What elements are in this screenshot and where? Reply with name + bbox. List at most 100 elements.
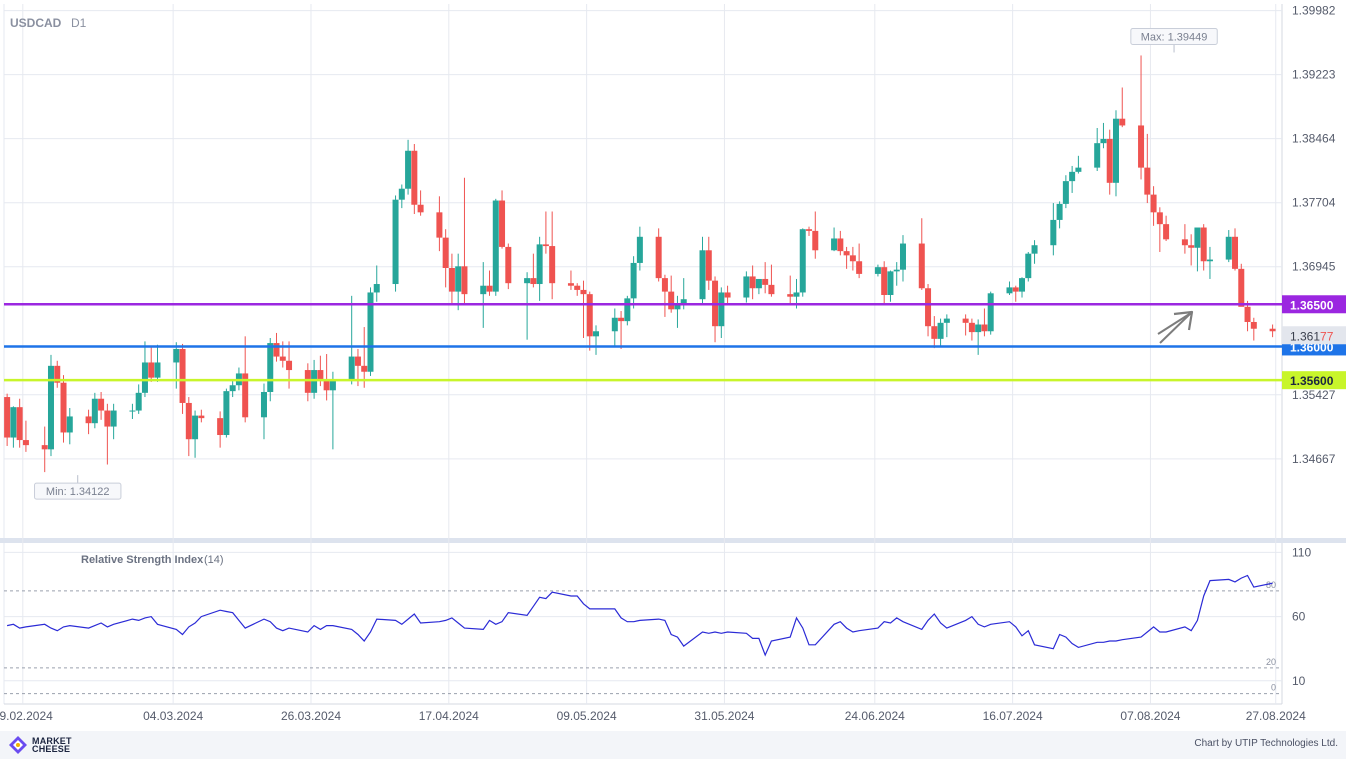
- candle-body: [185, 402, 192, 440]
- candle-body: [173, 348, 180, 363]
- candle-body: [486, 285, 493, 292]
- candle-body: [1019, 278, 1026, 292]
- candle-body: [66, 416, 73, 433]
- candle-body: [593, 331, 600, 337]
- candle-body: [129, 410, 136, 412]
- candle-body: [1100, 138, 1107, 144]
- candle-body: [499, 200, 506, 247]
- candle-body: [98, 398, 105, 411]
- candle-body: [41, 445, 48, 450]
- candle-body: [279, 356, 286, 361]
- candle-body: [705, 250, 712, 281]
- candle-body: [1156, 212, 1163, 225]
- candle-body: [10, 407, 17, 438]
- candle-body: [981, 324, 988, 332]
- candle-body: [448, 268, 455, 292]
- price-tick-label: 1.37704: [1292, 196, 1336, 210]
- candle-body: [849, 255, 856, 262]
- level-price-label: 1.36500: [1290, 298, 1334, 312]
- time-tick-label: 24.06.2024: [845, 709, 905, 723]
- candle-body: [60, 382, 67, 433]
- candle-body: [461, 266, 468, 295]
- candle-body: [1062, 181, 1069, 204]
- candle-body: [1138, 125, 1145, 168]
- candle-body: [1106, 138, 1113, 183]
- candle-body: [1238, 268, 1245, 307]
- candle-body: [354, 356, 361, 366]
- candle-body: [661, 278, 668, 292]
- candle-body: [229, 385, 236, 392]
- candle-body: [1269, 328, 1276, 332]
- price-tick-label: 1.38464: [1292, 132, 1336, 146]
- pane-separator: [0, 538, 1346, 543]
- min-price-label: Min: 1.34122: [46, 486, 110, 498]
- rsi-band-label: 80: [1266, 580, 1276, 590]
- current-price-tail: 77: [1320, 329, 1334, 343]
- candle-body: [242, 373, 249, 418]
- candle-body: [361, 365, 368, 372]
- min-price-label-box: [34, 482, 122, 500]
- price-tick-label: 1.36945: [1292, 260, 1336, 274]
- brand-logo: MARKET CHEESE: [8, 735, 92, 755]
- candle-body: [179, 348, 186, 403]
- candle-body: [680, 299, 687, 304]
- candle-body: [925, 288, 932, 327]
- cheese-logo-icon: [9, 736, 27, 754]
- candle-body: [1056, 203, 1063, 220]
- candle-body: [1094, 143, 1101, 168]
- time-tick-label: 04.03.2024: [143, 709, 203, 723]
- candle-body: [968, 322, 975, 333]
- candle-body: [580, 289, 587, 295]
- current-price-label: 1.36177: [1290, 329, 1334, 343]
- candle-body: [392, 199, 399, 285]
- candle-body: [831, 238, 838, 251]
- candle-body: [699, 250, 706, 300]
- footer-bar: [0, 731, 1346, 759]
- candle-body: [373, 284, 380, 293]
- candle-body: [110, 410, 117, 427]
- level-price-tag: [1282, 371, 1346, 390]
- candle-body: [480, 285, 487, 295]
- candle-body: [749, 276, 756, 289]
- candle-body: [1163, 224, 1170, 240]
- candle-body: [567, 283, 574, 286]
- candle-body: [1012, 287, 1019, 292]
- candle-body: [837, 238, 844, 252]
- candle-body: [524, 278, 531, 284]
- price-tick-label: 1.39223: [1292, 68, 1336, 82]
- candle-body: [743, 276, 750, 298]
- candle-body: [755, 278, 762, 289]
- candle-body: [630, 262, 637, 299]
- candle-body: [987, 293, 994, 332]
- rsi-title: Relative Strength Index: [81, 554, 204, 566]
- candle-body: [881, 267, 888, 295]
- candle-body: [1119, 118, 1126, 126]
- rsi-band-label: 20: [1266, 657, 1276, 667]
- forecast-arrow-shaft: [1159, 311, 1193, 344]
- candle-body: [22, 440, 29, 446]
- candle-body: [655, 236, 662, 279]
- symbol-label: USDCAD: [10, 16, 62, 30]
- level-price-tag: [1282, 295, 1346, 314]
- candle-body: [1244, 306, 1251, 322]
- candle-body: [787, 294, 794, 297]
- candle-body: [1188, 245, 1195, 248]
- brand-name: MARKET CHEESE: [32, 736, 72, 754]
- candle-body: [1250, 321, 1257, 329]
- candle-body: [348, 356, 355, 381]
- rsi-tick-label: 10: [1292, 674, 1306, 688]
- candle-body: [492, 200, 499, 292]
- candle-body: [148, 362, 155, 378]
- candle-body: [1225, 236, 1232, 260]
- candle-body: [1025, 253, 1032, 279]
- candle-body: [505, 246, 512, 284]
- candle-body: [893, 269, 900, 272]
- candle-body: [1181, 239, 1188, 246]
- time-tick-label: 27.08.2024: [1246, 709, 1306, 723]
- candle-body: [141, 362, 148, 393]
- candle-body: [198, 415, 205, 419]
- candle-body: [636, 236, 643, 263]
- candle-body: [962, 318, 969, 323]
- candle-body: [887, 271, 894, 295]
